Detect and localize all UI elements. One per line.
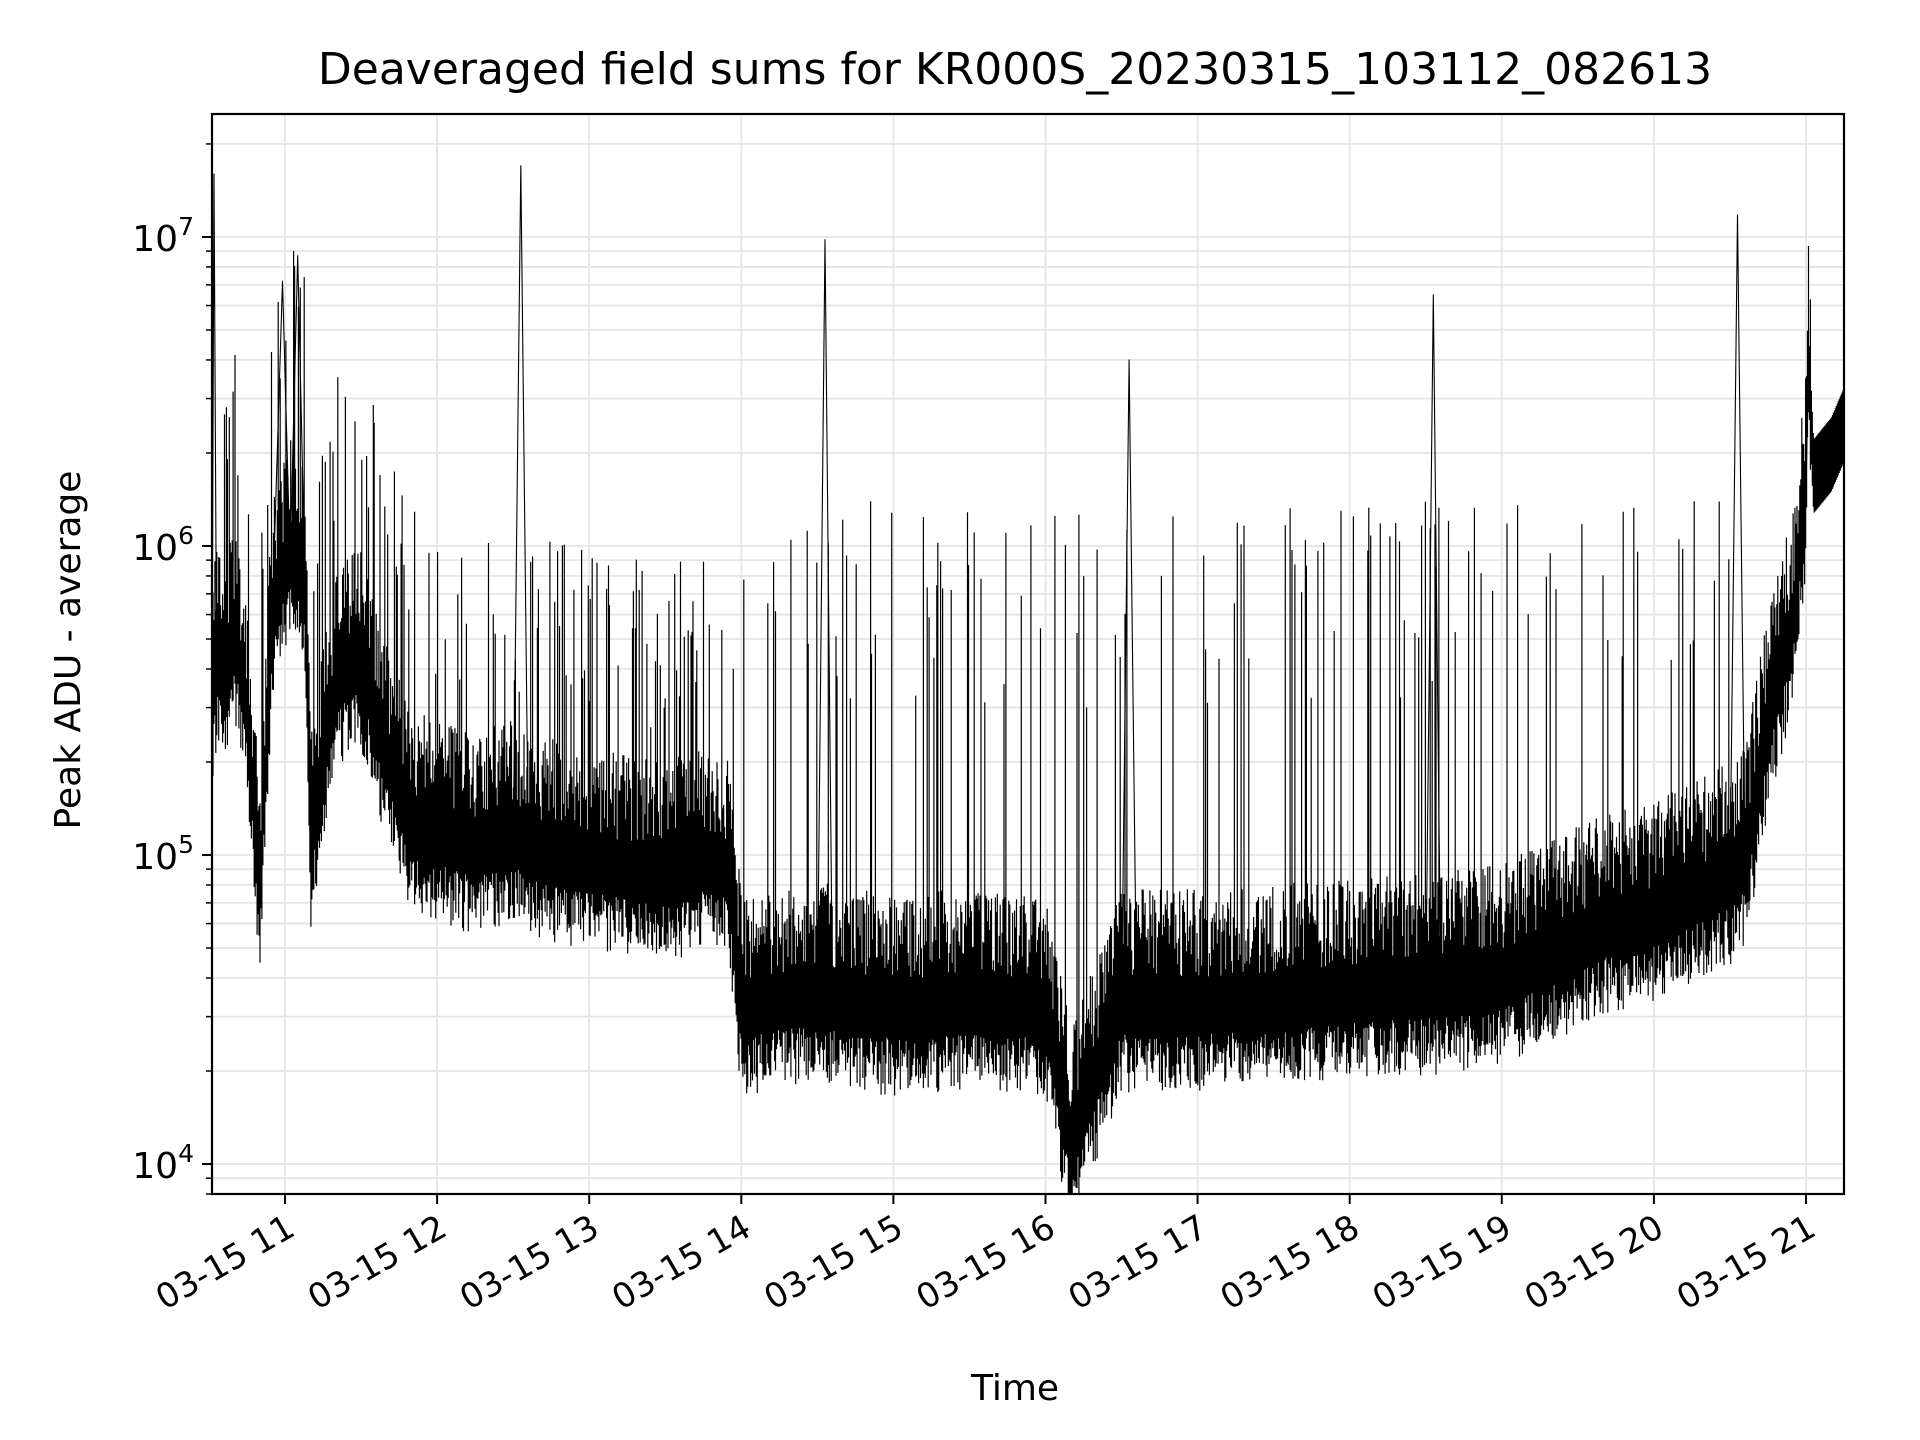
y-tick-label: 104 [132,1139,194,1187]
series-line [211,165,1845,1152]
y-tick-label: 105 [132,830,194,878]
plot-area-frame [210,112,1846,1196]
x-axis-label: Time [970,1368,1059,1409]
y-axis-label: Peak ADU - average [48,471,89,830]
y-tick-label: 107 [132,212,194,260]
y-tick-label: 106 [132,521,194,569]
chart-title: Deaveraged field sums for KR000S_2023031… [318,44,1712,95]
